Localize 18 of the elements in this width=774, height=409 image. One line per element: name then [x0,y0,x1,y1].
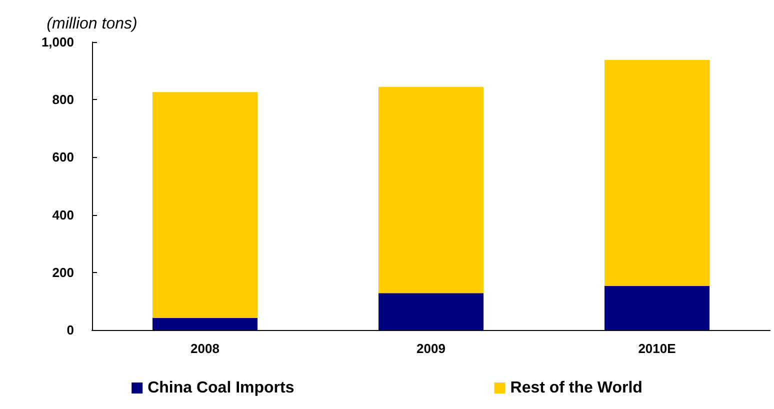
y-tick-label: 1,000 [41,34,74,50]
y-tick-label: 0 [66,322,74,338]
y-tick-label: 200 [52,264,74,280]
bar [152,318,258,330]
bar [152,92,258,318]
y-tick-label: 600 [52,150,74,165]
legend-label: China Coal Imports [148,380,294,396]
legend-label: Rest of the World [510,380,642,396]
x-tick-label: 2008 [190,341,220,356]
bar [604,60,710,286]
x-tick-label: 2010E [638,341,676,356]
y-axis-title: (million tons) [46,16,138,32]
y-tick-label: 400 [52,207,74,222]
y-tick-label: 800 [52,92,74,108]
bar [378,293,484,330]
bar [378,86,484,294]
x-tick-label: 2009 [416,341,446,356]
bar [604,286,710,330]
